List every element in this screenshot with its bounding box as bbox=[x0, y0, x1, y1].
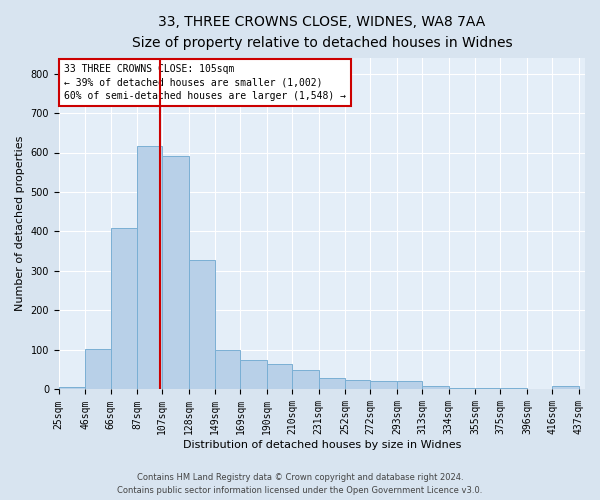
Bar bbox=[319, 378, 345, 390]
Bar bbox=[397, 381, 422, 390]
Bar bbox=[189, 260, 215, 390]
Bar bbox=[241, 360, 267, 390]
Bar bbox=[449, 388, 475, 390]
X-axis label: Distribution of detached houses by size in Widnes: Distribution of detached houses by size … bbox=[183, 440, 461, 450]
Bar bbox=[475, 388, 500, 390]
Bar bbox=[345, 380, 370, 390]
Bar bbox=[215, 350, 241, 390]
Bar bbox=[422, 386, 449, 390]
Text: 33 THREE CROWNS CLOSE: 105sqm
← 39% of detached houses are smaller (1,002)
60% o: 33 THREE CROWNS CLOSE: 105sqm ← 39% of d… bbox=[64, 64, 346, 100]
Bar bbox=[292, 370, 319, 390]
Bar bbox=[500, 388, 527, 390]
Bar bbox=[137, 146, 162, 390]
Bar bbox=[162, 156, 189, 390]
Bar bbox=[85, 349, 110, 390]
Text: Contains HM Land Registry data © Crown copyright and database right 2024.
Contai: Contains HM Land Registry data © Crown c… bbox=[118, 474, 482, 495]
Bar bbox=[110, 228, 137, 390]
Bar bbox=[552, 386, 578, 390]
Bar bbox=[59, 388, 85, 390]
Bar bbox=[267, 364, 292, 390]
Y-axis label: Number of detached properties: Number of detached properties bbox=[15, 136, 25, 312]
Title: 33, THREE CROWNS CLOSE, WIDNES, WA8 7AA
Size of property relative to detached ho: 33, THREE CROWNS CLOSE, WIDNES, WA8 7AA … bbox=[131, 15, 512, 50]
Bar bbox=[370, 381, 397, 390]
